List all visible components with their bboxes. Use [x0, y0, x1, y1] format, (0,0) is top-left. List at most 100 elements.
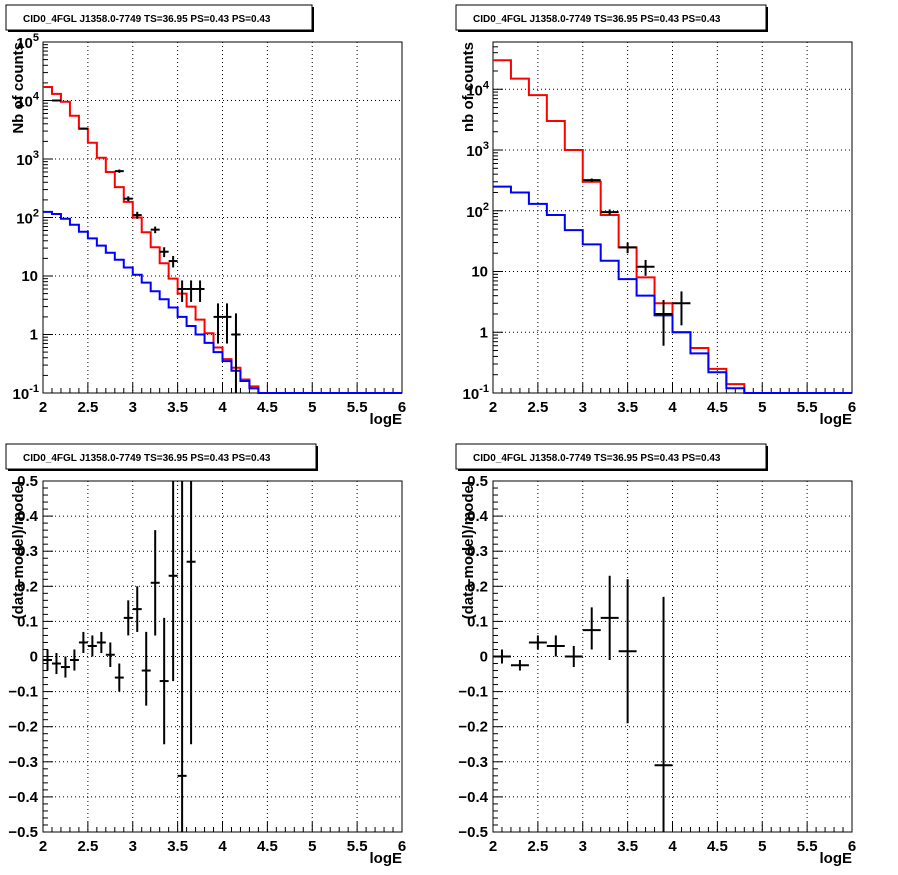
data-point [132, 211, 142, 219]
y-ticks [43, 480, 53, 833]
y-tick-label: 103 [466, 140, 489, 160]
data-point [186, 481, 196, 745]
x-tick-label: 5.5 [347, 399, 368, 416]
x-tick-label: 3.5 [617, 399, 638, 416]
chart-title: CID0_4FGL J1358.0-7749 TS=36.95 PS=0.43 … [473, 453, 721, 464]
x-tick-label: 6 [398, 399, 406, 416]
chart-title: CID0_4FGL J1358.0-7749 TS=36.95 PS=0.43 … [473, 14, 721, 25]
chart-1: 2 2.5 3 3.5 4 4.5 5 5.5 6 10-1 1 10 102 103 104 105 logE… [5, 4, 406, 428]
x-tick-label: 2 [489, 399, 497, 416]
y-tick-label: −0.2 [458, 719, 488, 736]
x-tick-label: 6 [398, 838, 406, 855]
x-tick-label: 6 [848, 838, 856, 855]
y-tick-label: −0.3 [458, 754, 488, 771]
chart-3: 2 2.5 3 3.5 4 4.5 5 5.5 6 −0.5 −0.4 −0.3 −0.2 −0.1 0 0.… [5, 443, 406, 867]
x-tick-label: 2 [39, 399, 47, 416]
data-point [618, 242, 637, 254]
x-axis-title: logE [820, 411, 853, 428]
data-point [60, 656, 70, 678]
y-tick-label: 0.3 [17, 543, 38, 560]
data-point [528, 635, 547, 650]
data-point [87, 635, 97, 657]
data-point [177, 481, 187, 832]
x-tick-label: 5.5 [797, 838, 818, 855]
chart-4: 2 2.5 3 3.5 4 4.5 5 5.5 6 −0.5 −0.4 −0.3 −0.2 −0.1 0 0.… [455, 443, 856, 867]
x-ticks [42, 822, 403, 832]
x-tick-label: 2.5 [77, 838, 98, 855]
data-point [96, 631, 106, 653]
data-points [51, 99, 241, 393]
data-point [78, 127, 88, 130]
data-point [123, 196, 133, 202]
x-axis-title: logE [370, 850, 403, 867]
x-axis-title: logE [820, 850, 853, 867]
data-point [159, 617, 169, 745]
chart-2: 2 2.5 3 3.5 4 4.5 5 5.5 6 10-1 1 10 102 103 104 logE nb … [455, 4, 856, 428]
x-tick-label: 4.5 [257, 838, 278, 855]
data-point [654, 596, 673, 832]
data-point [51, 652, 61, 675]
data-point [177, 280, 187, 302]
data-point [69, 649, 79, 671]
x-tick-label: 5 [758, 838, 766, 855]
data-point [564, 645, 583, 668]
y-tick-label: −0.4 [8, 789, 38, 806]
grid [43, 481, 402, 832]
grid [493, 481, 852, 832]
x-tick-label: 4 [218, 838, 227, 855]
y-tick-label: 0.4 [17, 508, 39, 525]
y-tick-label: 0.4 [467, 508, 489, 525]
title-box [5, 443, 317, 470]
x-tick-label: 3.5 [617, 838, 638, 855]
y-tick-label: −0.4 [458, 789, 488, 806]
y-tick-label: 102 [466, 201, 489, 221]
chart-title: CID0_4FGL J1358.0-7749 TS=36.95 PS=0.43 … [23, 453, 271, 464]
y-tick-label: 1 [30, 327, 38, 344]
data-point [213, 303, 223, 344]
data-point [150, 530, 160, 636]
y-tick-label: 10 [471, 264, 488, 281]
grid [43, 42, 402, 393]
y-tick-label: 104 [466, 79, 490, 99]
y-tick-label: 105 [16, 32, 39, 52]
x-tick-label: 4 [218, 399, 227, 416]
x-tick-label: 6 [848, 399, 856, 416]
x-tick-label: 2 [489, 838, 497, 855]
data-points [582, 178, 691, 346]
data-point [51, 99, 61, 102]
data-point [132, 586, 142, 632]
data-point [222, 303, 232, 344]
data-point [654, 299, 673, 346]
y-tick-label: 0.3 [467, 543, 488, 560]
y-tick-label: −0.2 [8, 719, 38, 736]
x-tick-label: 5.5 [797, 399, 818, 416]
y-tick-label: 0.1 [467, 613, 488, 630]
x-axis-title: logE [370, 411, 403, 428]
x-tick-label: 2.5 [527, 838, 548, 855]
y-tick-label: 0 [480, 649, 488, 666]
grid [493, 42, 852, 393]
x-tick-label: 4.5 [707, 838, 728, 855]
data-point [600, 209, 619, 216]
x-tick-label: 3 [579, 399, 587, 416]
x-tick-label: 3 [579, 838, 587, 855]
data-point [150, 226, 160, 234]
y-ticks [43, 44, 53, 394]
y-tick-label: 10-1 [13, 383, 39, 403]
y-ticks [493, 480, 503, 833]
data-point [195, 280, 205, 302]
x-tick-label: 4.5 [257, 399, 278, 416]
data-point [582, 178, 601, 182]
data-point [114, 663, 124, 692]
x-tick-label: 3.5 [167, 838, 188, 855]
x-tick-label: 4 [668, 399, 677, 416]
data-point [546, 635, 565, 657]
data-point [123, 600, 133, 636]
x-tick-label: 3 [129, 838, 137, 855]
data-point [493, 649, 511, 664]
y-tick-label: −0.3 [8, 754, 38, 771]
data-point [114, 169, 124, 173]
y-tick-label: 0 [30, 649, 38, 666]
data-point [618, 579, 637, 724]
y-tick-label: 10 [21, 268, 38, 285]
